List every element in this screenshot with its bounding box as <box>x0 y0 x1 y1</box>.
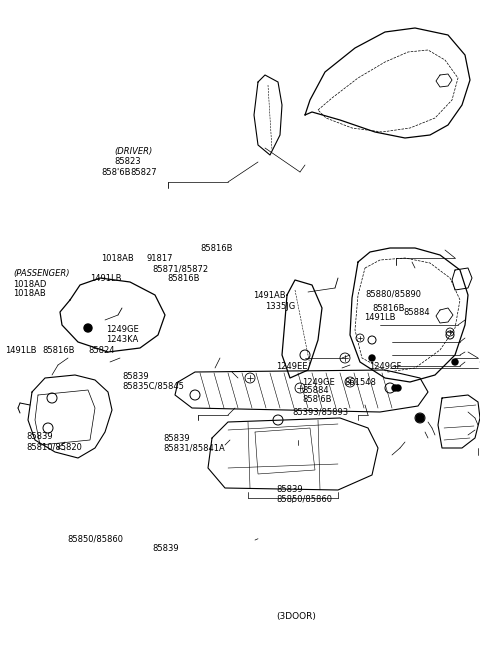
Text: 85393/85893: 85393/85893 <box>293 407 349 417</box>
Text: 85884: 85884 <box>403 308 430 317</box>
Circle shape <box>395 385 401 391</box>
Text: (3DOOR): (3DOOR) <box>276 612 316 621</box>
Text: 1018AD: 1018AD <box>13 280 47 289</box>
Text: 861548: 861548 <box>345 378 376 387</box>
Circle shape <box>452 359 458 365</box>
Text: 85850/85860: 85850/85860 <box>67 534 123 543</box>
Text: 85839: 85839 <box>276 485 302 494</box>
Text: 85831/85841A: 85831/85841A <box>163 443 225 453</box>
Text: 85839: 85839 <box>153 544 179 553</box>
Text: 85839: 85839 <box>163 434 190 443</box>
Text: 1018AB: 1018AB <box>101 254 133 263</box>
Text: 85871/85872: 85871/85872 <box>153 264 209 273</box>
Text: (DRIVER): (DRIVER) <box>114 147 153 156</box>
Text: 1249EE: 1249EE <box>276 362 308 371</box>
Circle shape <box>84 324 92 332</box>
Circle shape <box>369 355 375 361</box>
Text: 85823: 85823 <box>114 157 141 166</box>
Text: 1249GE: 1249GE <box>302 378 335 387</box>
Text: 85839: 85839 <box>26 432 53 442</box>
Text: 1491AB: 1491AB <box>253 291 286 300</box>
Circle shape <box>392 385 398 391</box>
Text: 1018AB: 1018AB <box>13 289 46 298</box>
Text: 85816B: 85816B <box>372 304 405 313</box>
Text: 1335JG: 1335JG <box>265 302 296 311</box>
Text: 85810/85820: 85810/85820 <box>26 442 82 451</box>
Text: 85816B: 85816B <box>201 244 233 253</box>
Text: 858'6B: 858'6B <box>302 395 332 404</box>
Text: (PASSENGER): (PASSENGER) <box>13 269 70 278</box>
Text: 1491LB: 1491LB <box>364 313 396 322</box>
Circle shape <box>416 414 424 422</box>
Text: 85816B: 85816B <box>42 346 75 355</box>
Text: 85880/85890: 85880/85890 <box>366 290 422 299</box>
Text: 85824: 85824 <box>89 346 115 355</box>
Text: 85816B: 85816B <box>167 274 200 283</box>
Text: 1243KA: 1243KA <box>107 334 139 344</box>
Text: 1491LB: 1491LB <box>90 274 122 283</box>
Text: 85884: 85884 <box>302 386 329 396</box>
Text: 1249GE: 1249GE <box>107 325 139 334</box>
Text: 85827: 85827 <box>131 168 157 177</box>
Text: 91817: 91817 <box>146 254 173 263</box>
Text: 85839: 85839 <box>122 372 149 381</box>
Text: 85850/85860: 85850/85860 <box>276 495 332 504</box>
Text: 858'6B: 858'6B <box>102 168 131 177</box>
Text: 85835C/85845: 85835C/85845 <box>122 382 184 391</box>
Text: 1491LB: 1491LB <box>5 346 36 355</box>
Text: 1249GF: 1249GF <box>369 362 401 371</box>
